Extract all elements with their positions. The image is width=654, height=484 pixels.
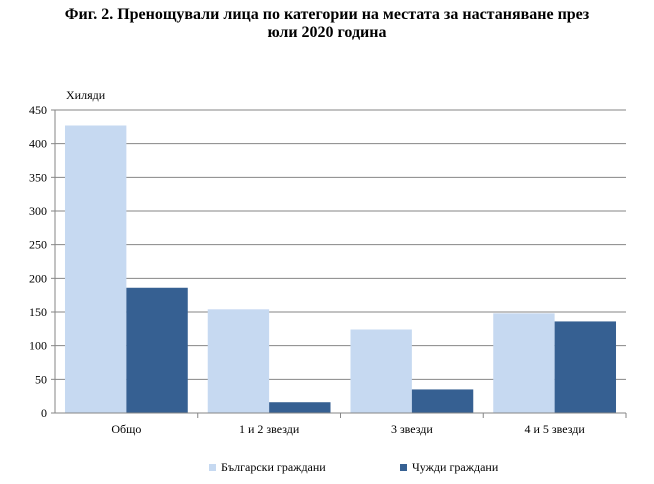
legend-label-bulgarian: Български граждани — [221, 460, 326, 474]
y-tick-label-450: 450 — [29, 103, 47, 117]
y-axis-label: Хиляди — [66, 88, 106, 102]
bar-bulgarian-3 — [493, 313, 555, 413]
axes: 0 50 100 150 200 250 300 350 400 450 Общо 1 и 2 зве… — [29, 103, 627, 436]
bars — [64, 125, 617, 413]
chart-title-line-1: Фиг. 2. Пренощували лица по категории на… — [64, 6, 590, 23]
y-tick-label-400: 400 — [29, 137, 47, 151]
legend-label-foreign: Чужди граждани — [412, 460, 499, 474]
x-tick-label-3: 4 и 5 звезди — [524, 422, 585, 436]
legend-swatch-foreign — [400, 464, 407, 471]
legend-swatch-bulgarian — [209, 464, 216, 471]
y-tick-label-200: 200 — [29, 271, 47, 285]
x-tick-label-0: Общо — [111, 422, 141, 436]
bar-foreign-0 — [126, 287, 188, 413]
chart-title-line-2: юли 2020 година — [267, 24, 387, 41]
y-tick-label-0: 0 — [41, 406, 47, 420]
bar-bulgarian-2 — [350, 329, 412, 413]
bar-foreign-1 — [269, 402, 331, 413]
y-tick-label-100: 100 — [29, 339, 47, 353]
y-tick-label-250: 250 — [29, 238, 47, 252]
y-tick-label-300: 300 — [29, 204, 47, 218]
chart-title: Фиг. 2. Пренощували лица по категории на… — [0, 6, 654, 42]
bar-foreign-2 — [411, 389, 474, 413]
y-tick-label-150: 150 — [29, 305, 47, 319]
x-tick-label-1: 1 и 2 звезди — [239, 422, 300, 436]
bar-bulgarian-0 — [64, 125, 127, 413]
y-tick-label-50: 50 — [35, 372, 47, 386]
legend-item-bulgarian: Български граждани — [209, 460, 326, 475]
legend-item-foreign: Чужди граждани — [400, 460, 498, 475]
bar-bulgarian-1 — [207, 309, 270, 413]
x-tick-label-2: 3 звезди — [391, 422, 433, 436]
bar-foreign-3 — [554, 321, 617, 413]
y-tick-label-350: 350 — [29, 170, 47, 184]
